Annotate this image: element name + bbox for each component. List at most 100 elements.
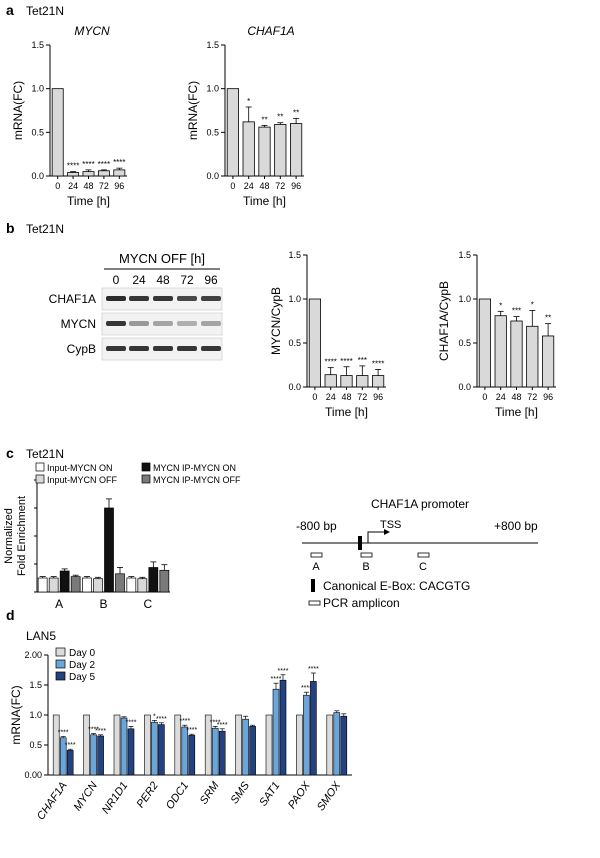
x-tick-label: ODC1 [164, 780, 191, 812]
blot-band [129, 321, 149, 326]
bar [66, 750, 74, 776]
significance-label: **** [271, 676, 282, 683]
blot-rows: CHAF1A MYCN CypB [49, 287, 223, 361]
chart-title: CHAF1A [247, 24, 294, 38]
bar [90, 734, 97, 776]
amplicon-b-box [360, 552, 373, 558]
x-tick-label: 48 [341, 392, 351, 402]
blot-timepoint-label: 24 [132, 273, 146, 287]
bar [242, 718, 249, 776]
y-axis-label: CHAF1A/CypB [437, 281, 451, 361]
panel-b-label: b [6, 220, 15, 236]
bar [372, 375, 385, 388]
legend-swatch [141, 462, 151, 472]
x-tick-label: 24 [68, 181, 78, 191]
blot-timepoint-label: 48 [156, 273, 170, 287]
promoter-title: CHAF1A promoter [371, 497, 469, 511]
bar [235, 714, 242, 776]
x-tick-label: 96 [114, 181, 124, 191]
legend-swatch [55, 671, 66, 681]
y-tick-label: 1.5 [288, 250, 301, 260]
ebox-mark [358, 536, 362, 550]
y-axis-label: MYCN/CypB [269, 287, 283, 355]
y-tick-label: 0.0 [206, 171, 219, 181]
bar [333, 712, 341, 776]
amplicon-c-box [417, 552, 430, 558]
blot-band [153, 346, 173, 351]
promoter-schematic: CHAF1A promoter -800 bp +800 bp TSS A B … [296, 497, 538, 610]
panel-d-label: d [6, 607, 15, 623]
amplicon-a-label: A [312, 561, 320, 573]
bar [188, 735, 196, 776]
bar [258, 126, 271, 177]
significance-label: ** [261, 115, 267, 124]
significance-label: **** [98, 160, 110, 169]
significance-label: **** [308, 666, 319, 673]
bar [308, 298, 321, 388]
bar [526, 325, 539, 388]
bar [82, 171, 95, 177]
legend-entry: MYCN IP-MYCN ON [153, 463, 236, 473]
chart-title: MYCN [74, 24, 110, 38]
tss-arrowhead [384, 529, 390, 535]
blot-band [177, 321, 197, 326]
significance-label: **** [217, 722, 228, 729]
x-axis-label: Time [h] [495, 405, 538, 419]
significance-label: * [247, 97, 250, 106]
legend-swatch [35, 474, 45, 484]
bar [113, 169, 126, 177]
blot-timepoint-label: 0 [113, 273, 120, 287]
panel-b-cell-line: Tet21N [26, 222, 64, 236]
bar [340, 715, 348, 776]
x-tick-label: 0 [230, 181, 235, 191]
significance-label: **** [126, 719, 137, 726]
bar [115, 573, 125, 593]
x-tick-label: 72 [357, 392, 367, 402]
y-axis-label: mRNA(FC) [186, 81, 200, 140]
amplicon-b-label: B [362, 561, 369, 573]
y-tick-label: 1.0 [288, 294, 301, 304]
bar [104, 507, 114, 593]
blot-band [129, 346, 149, 351]
significance-label: **** [210, 719, 221, 726]
y-tick-label: 0.00 [24, 770, 42, 780]
y-tick-label: 1.0 [458, 294, 471, 304]
bar [510, 320, 523, 388]
y-tick-label: 1.5 [29, 680, 42, 690]
legend-entry: MYCN IP-MYCN OFF [153, 475, 241, 485]
y-axis-label: mRNA(FC) [9, 685, 23, 744]
blot-band [153, 321, 173, 326]
y-axis-label-line: Fold Enrichment [16, 496, 28, 576]
bar [67, 172, 80, 177]
significance-label: **** [372, 359, 384, 368]
bar [324, 374, 337, 388]
chart-mycn-mrna: 0.0 0.5 1.0 1.5 0 **** 24 **** 48 **** 72 **** 96 MYC… [11, 24, 127, 208]
y-tick-label: 1.5 [31, 40, 44, 50]
y-tick-label: 1.0 [31, 84, 44, 94]
legend-entry: Input-MYCN ON [47, 463, 113, 473]
chart-mycn-cypb: 0.0 0.5 1.0 1.5 0 **** 24 **** 48 *** 72 **** 96 Time… [269, 250, 386, 419]
x-tick-label: 24 [326, 392, 336, 402]
significance-label: **** [179, 718, 190, 725]
x-tick-label: 72 [527, 392, 537, 402]
bar [120, 717, 128, 776]
y-tick-label: 0.0 [458, 382, 471, 392]
y-tick-label: 0.5 [288, 338, 301, 348]
x-tick-label: 72 [99, 181, 109, 191]
bar [296, 714, 303, 776]
y-tick-label: 0.5 [458, 338, 471, 348]
y-tick-label: 2.00 [24, 650, 42, 660]
chip-legend: Input-MYCN ON Input-MYCN OFF MYCN IP-MYCN … [35, 462, 241, 485]
legend-entry: Day 5 [69, 672, 96, 683]
bar [242, 121, 255, 177]
panel-c-label: c [6, 445, 14, 461]
legend-entry: Input-MYCN OFF [47, 475, 118, 485]
amplicon-legend-box [308, 600, 321, 606]
blot-band [153, 296, 173, 301]
legend-swatch [55, 659, 66, 669]
blot-band [129, 296, 149, 301]
x-tick-label: 0 [312, 392, 317, 402]
x-axis-label: Time [h] [67, 194, 110, 208]
bar [211, 727, 219, 776]
